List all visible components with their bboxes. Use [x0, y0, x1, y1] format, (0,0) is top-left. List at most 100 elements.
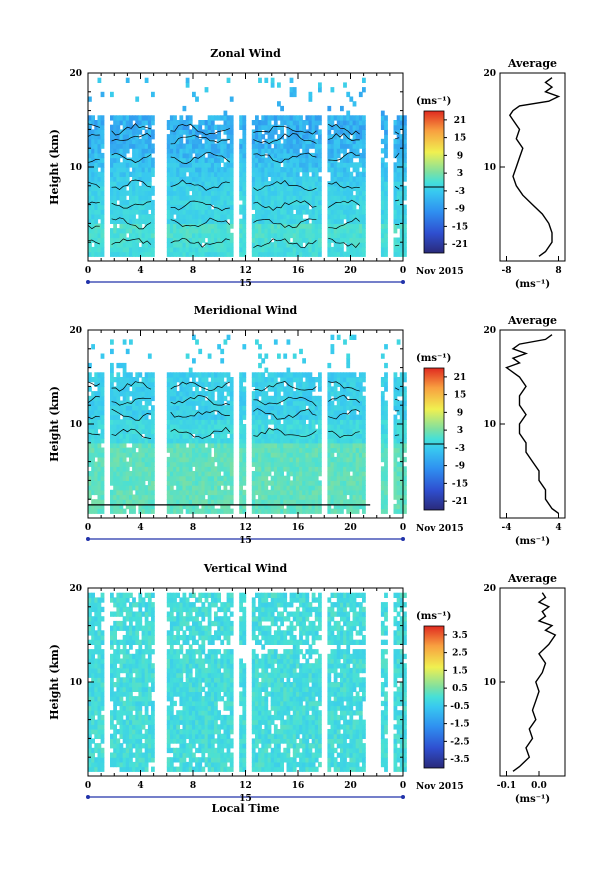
heatmap-cell: [229, 489, 234, 496]
heatmap-cell: [204, 452, 209, 458]
heatmap-cell: [283, 171, 288, 177]
heatmap-cell: [380, 419, 385, 425]
heatmap-cell: [113, 428, 117, 434]
heatmap-cell: [327, 456, 332, 463]
heatmap-cell: [116, 124, 121, 130]
heatmap-cell: [201, 395, 206, 402]
heatmap-cell: [330, 124, 335, 130]
heatmap-cell: [280, 442, 284, 449]
heatmap-cell: [210, 377, 215, 383]
heatmap-cell: [239, 485, 243, 491]
heatmap-cell: [362, 242, 366, 248]
heatmap-cell: [239, 167, 243, 173]
heatmap-cell: [207, 204, 212, 210]
heatmap-cell: [192, 157, 196, 163]
heatmap-cell: [289, 91, 294, 98]
heatmap-cell: [380, 381, 385, 387]
heatmap-cell: [251, 419, 256, 425]
heatmap-cell: [141, 471, 146, 477]
heatmap-cell: [264, 185, 269, 192]
heatmap-cell: [210, 466, 215, 472]
heatmap-cell: [94, 195, 99, 201]
heatmap-cell: [88, 134, 92, 140]
heatmap-cell: [302, 157, 306, 163]
heatmap-cell: [220, 386, 225, 392]
heatmap-cell: [173, 381, 177, 387]
heatmap-cell: [229, 395, 234, 402]
heatmap-cell: [302, 190, 306, 196]
heatmap-cell: [129, 185, 133, 192]
heatmap-cell: [286, 185, 291, 192]
heatmap-cell: [362, 433, 366, 439]
heatmap-cell: [144, 157, 149, 163]
heatmap-cell: [138, 185, 143, 192]
heatmap-cell: [277, 246, 281, 253]
heatmap-cell: [255, 176, 259, 182]
heatmap-cell: [396, 489, 401, 496]
heatmap-cell: [94, 508, 99, 514]
heatmap-cell: [380, 400, 385, 406]
heatmap-cell: [226, 171, 231, 177]
heatmap-cell: [314, 508, 319, 514]
heatmap-cell: [267, 466, 272, 472]
heatmap-cell: [396, 204, 401, 210]
heatmap-cell: [179, 489, 184, 496]
contour-line: [87, 199, 400, 212]
heatmap-cell: [188, 120, 193, 126]
heatmap-cell: [192, 489, 196, 496]
heatmap-cell: [100, 251, 105, 257]
heatmap-cell: [255, 456, 259, 463]
heatmap-cell: [229, 115, 234, 121]
heatmap-cell: [214, 157, 218, 163]
heatmap-cell: [204, 381, 209, 387]
heatmap-cell: [88, 395, 92, 402]
heatmap-cell: [173, 419, 177, 425]
heatmap-cell: [336, 185, 341, 192]
heatmap-cell: [302, 171, 306, 177]
heatmap-cell: [403, 209, 407, 215]
heatmap-cell: [110, 424, 114, 430]
heatmap-cell: [169, 508, 174, 514]
heatmap-cell: [308, 129, 313, 135]
heatmap-cell: [283, 242, 288, 248]
heatmap-cell: [125, 386, 130, 392]
heatmap-cell: [311, 120, 316, 126]
heatmap-cell: [273, 232, 278, 239]
heatmap-cell: [151, 419, 155, 425]
heatmap-cell: [292, 115, 297, 121]
heatmap-cell: [223, 508, 228, 514]
heatmap-cell: [132, 405, 136, 411]
heatmap-cell: [349, 214, 354, 220]
heatmap-cell: [100, 395, 105, 402]
heatmap-cell: [195, 442, 199, 449]
heatmap-cell: [270, 405, 275, 411]
heatmap-cell: [403, 386, 407, 392]
heatmap-cell: [97, 456, 102, 463]
heatmap-cell: [188, 395, 193, 402]
heatmap-cell: [220, 377, 225, 383]
heatmap-cell: [289, 471, 294, 477]
heatmap-cell: [217, 414, 221, 420]
heatmap-cell: [220, 489, 225, 496]
heatmap-cell: [147, 433, 152, 439]
heatmap-cell: [258, 199, 262, 206]
heatmap-cell: [122, 120, 127, 126]
heatmap-cell: [292, 162, 297, 168]
heatmap-cell: [144, 134, 149, 140]
heatmap-cell: [299, 428, 303, 434]
heatmap-cell: [264, 428, 269, 434]
heatmap-cell: [182, 438, 187, 444]
heatmap-cell: [88, 251, 92, 257]
heatmap-cell: [144, 171, 149, 177]
heatmap-cell: [214, 485, 218, 491]
heatmap-cell: [314, 456, 319, 463]
heatmap-cell: [110, 386, 114, 392]
heatmap-cell: [88, 700, 92, 707]
heatmap-cell: [352, 334, 357, 340]
heatmap-cell: [349, 162, 354, 168]
heatmap-cell: [343, 391, 347, 397]
heatmap-cell: [220, 176, 225, 182]
heatmap-cell: [358, 503, 363, 510]
heatmap-cell: [91, 452, 95, 458]
